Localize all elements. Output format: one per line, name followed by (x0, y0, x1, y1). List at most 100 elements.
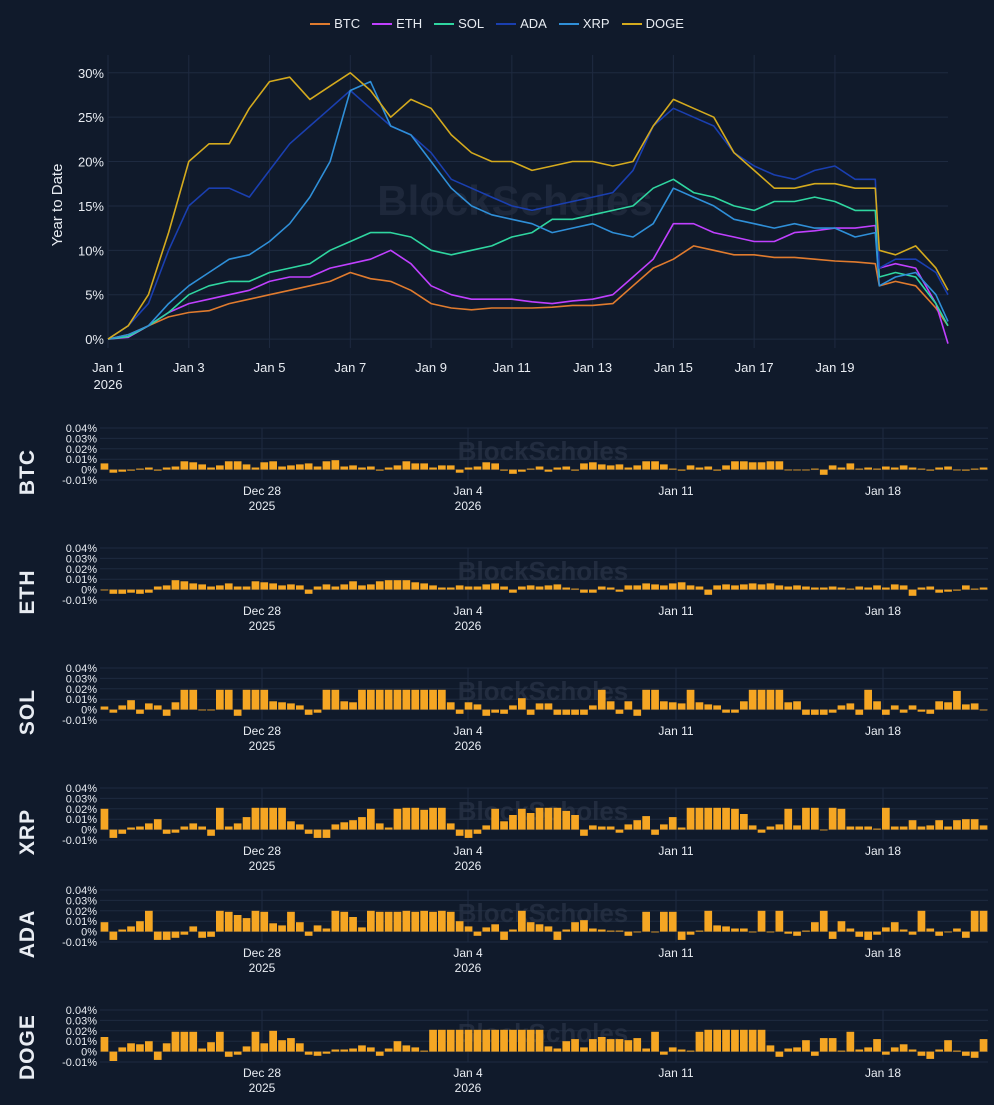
bar (828, 807, 837, 830)
bar (917, 1051, 926, 1056)
legend-label: ADA (520, 16, 547, 31)
bar (793, 1047, 801, 1052)
bar (349, 820, 357, 830)
bar (970, 1051, 979, 1058)
bar (784, 1048, 793, 1052)
bar (597, 464, 606, 470)
panel-y-tick-label: 0.04% (66, 543, 97, 555)
bar (136, 589, 144, 594)
legend-item-xrp[interactable]: XRP (558, 16, 610, 31)
bar (660, 701, 668, 710)
bar (651, 1031, 659, 1052)
bar (562, 709, 571, 715)
panel-x-tick-label: Jan 11 (658, 1066, 693, 1080)
main-x-tick-label: Jan 9 (415, 360, 447, 375)
bar (935, 931, 943, 936)
bar (189, 823, 198, 830)
bar (802, 586, 810, 590)
bar (349, 917, 357, 932)
bar (375, 1051, 384, 1056)
bar (384, 911, 393, 932)
bar (668, 583, 677, 590)
panel-bars (100, 1029, 988, 1061)
panel-x-tick-label: Dec 28 (243, 724, 281, 738)
panel-x-tick-label: Dec 28 (243, 604, 281, 618)
bar (571, 469, 579, 471)
bar (136, 921, 144, 932)
bar (740, 584, 748, 590)
main-y-tick-label: 30% (78, 66, 104, 81)
panel-x-tick-sublabel: 2026 (455, 961, 482, 975)
bar (873, 1039, 881, 1052)
bar (109, 931, 118, 940)
legend-item-sol[interactable]: SOL (434, 16, 484, 31)
bar (979, 467, 988, 470)
bar (331, 689, 340, 710)
bar (233, 461, 242, 470)
legend-label: XRP (582, 16, 610, 31)
bar (411, 582, 420, 590)
panel-x-tick-label: Jan 11 (658, 724, 693, 738)
bar (535, 703, 544, 710)
bar (162, 467, 171, 470)
bar (935, 589, 943, 593)
bar (384, 467, 393, 470)
panel-x-tick-label: Jan 11 (658, 484, 693, 498)
bar (411, 911, 420, 932)
bar (926, 825, 935, 830)
bar (446, 823, 455, 830)
bar (349, 465, 357, 470)
bar (571, 709, 579, 715)
main-legend: BTC ETH SOL ADA XRP DOGE (0, 16, 994, 31)
bar (482, 584, 491, 590)
bar (775, 1051, 784, 1057)
bar (535, 466, 544, 470)
legend-item-ada[interactable]: ADA (496, 16, 547, 31)
bar (748, 689, 757, 710)
panel-y-tick-label: -0.01% (62, 595, 97, 607)
bar (153, 931, 162, 940)
bar (882, 1051, 890, 1055)
bar (731, 585, 739, 590)
bar (145, 910, 153, 932)
bar (597, 586, 606, 590)
bar (518, 910, 526, 932)
bar (304, 931, 313, 936)
panel-x-tick-sublabel: 2026 (455, 499, 482, 513)
panel-x-tick-sublabel: 2026 (455, 739, 482, 753)
panel-watermark: BlockScholes (458, 898, 629, 928)
bar (660, 464, 668, 470)
legend-item-doge[interactable]: DOGE (621, 16, 684, 31)
bar (411, 807, 420, 830)
bar (633, 1038, 642, 1052)
bar (846, 826, 855, 830)
bar (633, 709, 642, 716)
bar (615, 589, 624, 592)
bar (571, 922, 579, 932)
legend-item-eth[interactable]: ETH (372, 16, 422, 31)
bar (944, 589, 952, 592)
bar (979, 1039, 988, 1052)
legend-item-btc[interactable]: BTC (310, 16, 360, 31)
bar (890, 1047, 899, 1052)
bar (482, 462, 491, 470)
panel-x-tick-sublabel: 2025 (249, 739, 276, 753)
bar (224, 911, 233, 932)
bar (278, 925, 286, 932)
bar (278, 1040, 286, 1052)
bar (855, 826, 864, 830)
bar (304, 1051, 313, 1055)
ytd-line-chart: BlockScholes 30% 25% 20% 15% 10% 5% 0% Jan 1 20… (49, 55, 949, 392)
bar (535, 1029, 544, 1052)
bar (127, 926, 135, 932)
main-y-tick-label: 20% (78, 155, 104, 170)
bar (882, 927, 890, 932)
bar (260, 1043, 269, 1052)
bar (304, 463, 313, 470)
bar (633, 931, 642, 933)
bar (153, 705, 162, 710)
bar (766, 826, 775, 830)
bar (322, 928, 331, 932)
bar (819, 709, 828, 715)
bar (340, 466, 349, 470)
